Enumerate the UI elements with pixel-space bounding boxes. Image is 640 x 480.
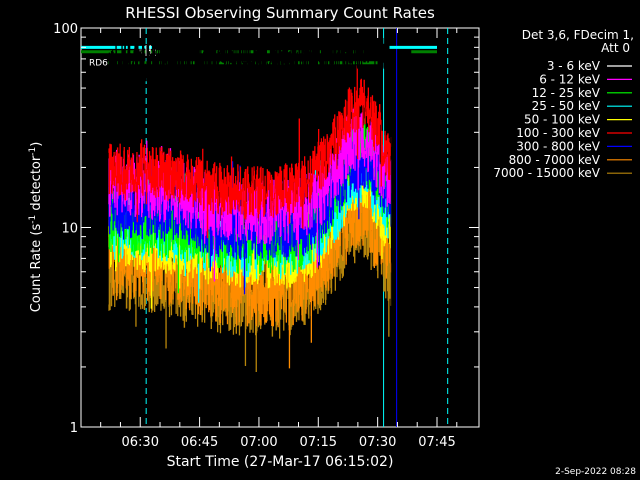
flag-label-rd6: RD6 (89, 59, 108, 69)
y-tick-label-1: 100 (53, 22, 78, 37)
legend-label-2: 6 - 12 keV (539, 72, 601, 86)
x-axis-label: Start Time (27-Mar-17 06:15:02) (167, 454, 394, 470)
legend-label-6: 100 - 300 keV (516, 126, 600, 140)
x-tick-label-4: 07:15 (300, 435, 337, 450)
legend-label-4: 25 - 50 keV (532, 99, 601, 113)
legend-label-7: 300 - 800 keV (516, 139, 600, 153)
legend-header-line-2: Att 0 (601, 41, 630, 55)
legend-header-line-1: Det 3,6, FDecim 1, (522, 28, 634, 42)
x-tick-label-1: 06:30 (122, 435, 159, 450)
chart-title: RHESSI Observing Summary Count Rates (125, 4, 435, 22)
y-axis-label: Count Rate (s-1 detector-1) (28, 142, 44, 313)
y-axis-label-mid: detector (29, 155, 44, 215)
legend-label-3: 12 - 25 keV (532, 86, 601, 100)
y-axis: 100 10 1 (53, 22, 479, 436)
legend-label-9: 7000 - 15000 keV (493, 166, 600, 180)
series-line-1 (108, 28, 392, 426)
y-axis-label-sup-2: -1 (28, 147, 38, 156)
y-axis-label-end: ) (29, 142, 44, 147)
y-axis-label-sup-1: -1 (28, 215, 38, 224)
x-tick-label-6: 07:45 (418, 435, 455, 450)
legend-label-8: 800 - 7000 keV (509, 153, 601, 167)
legend-label-1: 3 - 6 keV (547, 59, 601, 73)
date-stamp: 2-Sep-2022 08:28 (555, 467, 636, 477)
series-line-6 (108, 65, 392, 239)
y-tick-label-3: 1 (70, 421, 78, 436)
x-tick-label-5: 07:30 (359, 435, 396, 450)
y-axis-label-base: Count Rate (s (29, 224, 44, 313)
x-tick-label-2: 06:45 (181, 435, 218, 450)
legend-label-5: 50 - 100 keV (524, 113, 601, 127)
series-group (108, 28, 392, 426)
x-axis: 06:30 06:45 07:00 07:15 07:30 07:45 (100, 28, 458, 450)
x-tick-label-3: 07:00 (240, 435, 277, 450)
y-tick-label-2: 10 (61, 222, 78, 237)
